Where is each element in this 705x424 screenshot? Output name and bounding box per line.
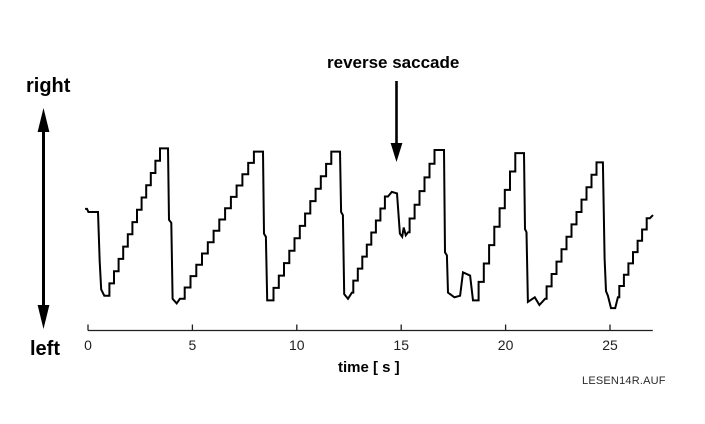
x-axis-tick-label: 20 bbox=[498, 337, 514, 353]
x-axis-tick-label: 5 bbox=[189, 337, 197, 353]
x-axis: 0 5 10 15 20 25 bbox=[84, 324, 653, 353]
direction-double-arrow bbox=[37, 108, 50, 329]
reverse-saccade-arrow bbox=[390, 81, 403, 162]
y-axis-top-label: right bbox=[26, 75, 71, 97]
y-axis-bottom-label: left bbox=[30, 338, 60, 360]
reverse-saccade-annotation: reverse saccade bbox=[327, 53, 460, 72]
eye-position-trace bbox=[85, 147, 654, 310]
recording-filename: LESEN14R.AUF bbox=[582, 375, 666, 387]
x-axis-title: time [ s ] bbox=[338, 359, 400, 376]
x-axis-tick-label: 10 bbox=[289, 337, 305, 353]
x-axis-tick-label: 25 bbox=[602, 337, 618, 353]
arrow-down-icon bbox=[37, 305, 50, 329]
x-axis-tick-label: 15 bbox=[393, 337, 409, 353]
arrow-down-icon bbox=[390, 143, 403, 162]
x-axis-tick-label: 0 bbox=[84, 337, 92, 353]
arrow-up-icon bbox=[37, 108, 50, 132]
